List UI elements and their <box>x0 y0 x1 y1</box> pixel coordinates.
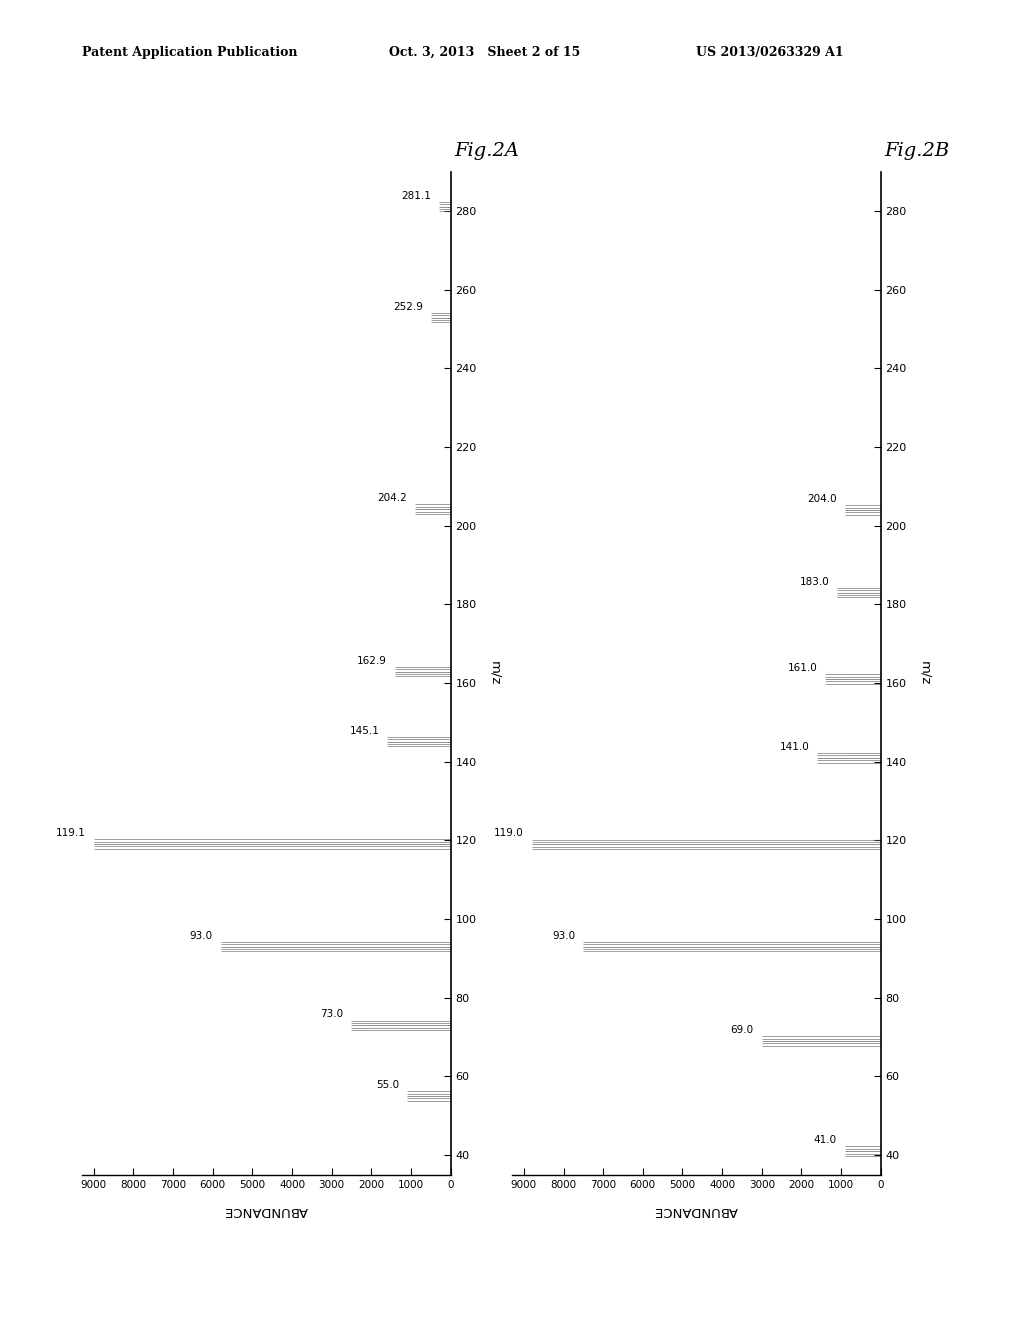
Text: Fig.2A: Fig.2A <box>455 141 519 160</box>
Text: 141.0: 141.0 <box>779 742 809 752</box>
Text: Patent Application Publication: Patent Application Publication <box>82 46 297 59</box>
Text: 252.9: 252.9 <box>393 302 423 312</box>
Text: 183.0: 183.0 <box>800 577 829 586</box>
Text: 162.9: 162.9 <box>357 656 387 665</box>
Text: US 2013/0263329 A1: US 2013/0263329 A1 <box>696 46 844 59</box>
Text: 73.0: 73.0 <box>321 1010 343 1019</box>
Text: 281.1: 281.1 <box>400 190 431 201</box>
Text: 161.0: 161.0 <box>787 663 817 673</box>
Text: 145.1: 145.1 <box>349 726 379 735</box>
Text: 69.0: 69.0 <box>731 1026 754 1035</box>
X-axis label: ABUNDANCE: ABUNDANCE <box>224 1204 308 1217</box>
Text: Oct. 3, 2013   Sheet 2 of 15: Oct. 3, 2013 Sheet 2 of 15 <box>389 46 581 59</box>
Text: 204.2: 204.2 <box>377 494 407 503</box>
Y-axis label: m/z: m/z <box>918 661 931 685</box>
Text: 119.0: 119.0 <box>495 829 524 838</box>
Text: 55.0: 55.0 <box>376 1080 399 1090</box>
Text: 119.1: 119.1 <box>56 828 86 838</box>
Text: 93.0: 93.0 <box>189 931 213 941</box>
Text: 41.0: 41.0 <box>814 1135 837 1146</box>
X-axis label: ABUNDANCE: ABUNDANCE <box>654 1204 738 1217</box>
Text: 204.0: 204.0 <box>807 494 837 504</box>
Text: Fig.2B: Fig.2B <box>885 141 950 160</box>
Y-axis label: m/z: m/z <box>487 661 501 685</box>
Text: 93.0: 93.0 <box>552 931 575 941</box>
